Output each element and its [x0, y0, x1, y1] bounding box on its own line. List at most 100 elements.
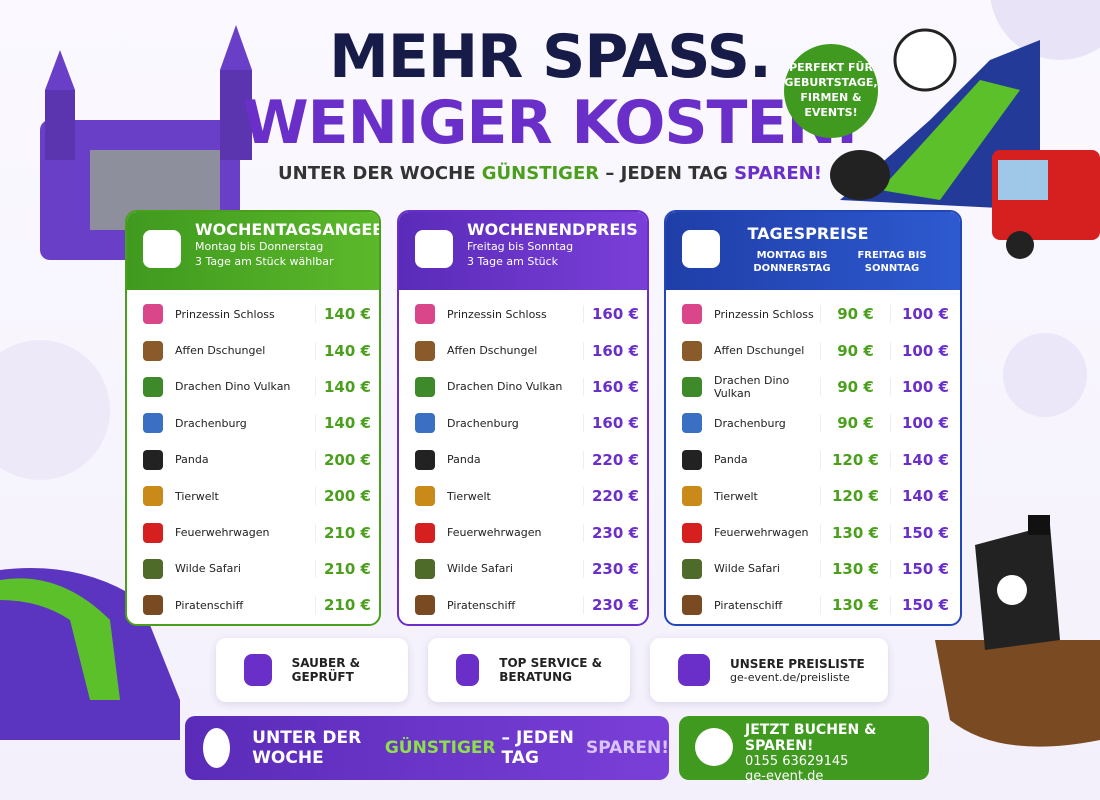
row-name: Prinzessin Schloss [175, 307, 275, 321]
row-price: 90 € [820, 377, 890, 396]
row-icon [682, 340, 702, 361]
panel-body: Prinzessin Schloss 160 € Affen Dschungel 16… [399, 290, 647, 624]
badge-line: GEBURTSTAGE, [784, 76, 878, 89]
price-row: Drachen Dino Vulkan 90 €100 € [666, 369, 960, 405]
panel-title: WOCHENTAGSANGEBOT [195, 220, 379, 239]
row-price: 130 € [820, 559, 890, 578]
row-price: 210 € [315, 523, 379, 542]
row-price: 100 € [890, 377, 960, 396]
row-icon [143, 449, 163, 470]
banner-highlight: GÜNSTIGER [384, 738, 496, 758]
banner-icon [203, 728, 231, 768]
price-row: Drachen Dino Vulkan 140 € [127, 369, 379, 405]
row-icon [682, 304, 702, 325]
row-icon [143, 413, 163, 434]
row-price: 90 € [820, 414, 890, 433]
row-price: 150 € [890, 596, 960, 615]
row-price: 220 € [583, 487, 647, 506]
panel-subline: Montag bis Donnerstag [195, 240, 324, 253]
row-icon [143, 486, 163, 507]
row-price: 200 € [315, 487, 379, 506]
row-icon [415, 486, 435, 507]
price-row: Wilde Safari 130 €150 € [666, 551, 960, 587]
subtitle-highlight: SPAREN! [734, 163, 822, 184]
row-name: Drachen Dino Vulkan [714, 373, 790, 400]
row-name: Prinzessin Schloss [447, 307, 547, 321]
row-name: Panda [447, 453, 481, 467]
panel-icon [143, 230, 181, 268]
badge-line: PERFEKT FÜR [789, 61, 873, 74]
row-price: 230 € [583, 596, 647, 615]
price-row: Wilde Safari 230 € [399, 551, 647, 587]
banner-highlight: SPAREN! [586, 738, 669, 758]
row-price: 210 € [315, 596, 379, 615]
row-price: 100 € [890, 341, 960, 360]
panel-subline: 3 Tage am Stück wählbar [195, 255, 334, 268]
cta-web[interactable]: ge-event.de [745, 769, 824, 784]
row-icon [143, 304, 163, 325]
row-price: 160 € [583, 414, 647, 433]
panel-title: TAGESPREISE [747, 224, 869, 243]
row-price: 200 € [315, 450, 379, 469]
title-line-1: MEHR SPASS. [329, 22, 772, 92]
price-row: Panda 220 € [399, 442, 647, 478]
row-price: 100 € [890, 414, 960, 433]
price-row: Drachenburg 160 € [399, 405, 647, 441]
column-header: FREITAG BIS SONNTAG [857, 250, 927, 274]
panel-header: WOCHENTAGSANGEBOTMontag bis Donnerstag 3 … [127, 212, 379, 290]
row-price: 230 € [583, 523, 647, 542]
phone-icon [695, 728, 733, 766]
row-price: 160 € [583, 305, 647, 324]
row-name: Affen Dschungel [175, 344, 266, 358]
price-row: Affen Dschungel 160 € [399, 332, 647, 368]
feature-text: TOP SERVICE & BERATUNG [499, 656, 603, 684]
price-row: Prinzessin Schloss 140 € [127, 296, 379, 332]
banner-part: UNTER DER WOCHE [252, 728, 362, 768]
badge-line: EVENTS! [804, 106, 858, 119]
row-price: 140 € [315, 414, 379, 433]
price-row: Drachenburg 90 €100 € [666, 405, 960, 441]
row-icon [415, 522, 435, 543]
cta-phone[interactable]: 0155 63629145 [745, 754, 849, 769]
row-icon [682, 595, 702, 616]
price-row: Prinzessin Schloss 160 € [399, 296, 647, 332]
row-price: 160 € [583, 377, 647, 396]
banner-part: – JEDEN TAG [501, 728, 574, 768]
cta[interactable]: JETZT BUCHEN & SPAREN! 0155 63629145 ge-… [679, 716, 929, 784]
row-icon [143, 340, 163, 361]
price-row: Tierwelt 200 € [127, 478, 379, 514]
price-panel: TAGESPREISE MONTAG BIS DONNERSTAG FREITAG … [664, 210, 962, 626]
price-row: Prinzessin Schloss 90 €100 € [666, 296, 960, 332]
price-row: Wilde Safari 210 € [127, 551, 379, 587]
badge: PERFEKT FÜR GEBURTSTAGE, FIRMEN & EVENTS! [784, 44, 878, 138]
row-price: 130 € [820, 523, 890, 542]
feature-link[interactable]: ge-event.de/preisliste [730, 670, 850, 684]
row-icon [415, 449, 435, 470]
price-row: Affen Dschungel 140 € [127, 332, 379, 368]
row-name: Panda [175, 453, 209, 467]
row-price: 140 € [315, 341, 379, 360]
row-icon [143, 595, 163, 616]
row-icon [143, 376, 163, 397]
feature-text: UNSERE PREISLISTE [730, 656, 865, 671]
price-row: Panda 120 €140 € [666, 442, 960, 478]
column-header: MONTAG BIS DONNERSTAG [753, 250, 831, 274]
subtitle: UNTER DER WOCHE GÜNSTIGER – JEDEN TAG SP… [0, 163, 1100, 184]
panel-header: TAGESPREISE MONTAG BIS DONNERSTAG FREITAG … [666, 212, 960, 290]
price-row: Piratenschiff 130 €150 € [666, 587, 960, 623]
row-price: 210 € [315, 559, 379, 578]
bottom-banner: UNTER DER WOCHE GÜNSTIGER – JEDEN TAG SP… [185, 716, 669, 780]
row-name: Prinzessin Schloss [714, 307, 814, 321]
row-name: Piratenschiff [175, 598, 244, 612]
row-name: Drachenburg [714, 416, 786, 430]
row-icon [682, 522, 702, 543]
row-icon [415, 340, 435, 361]
row-icon [143, 522, 163, 543]
row-icon [682, 413, 702, 434]
row-price: 140 € [315, 305, 379, 324]
row-price: 100 € [890, 305, 960, 324]
row-price: 150 € [890, 523, 960, 542]
price-row: Drachen Dino Vulkan 160 € [399, 369, 647, 405]
